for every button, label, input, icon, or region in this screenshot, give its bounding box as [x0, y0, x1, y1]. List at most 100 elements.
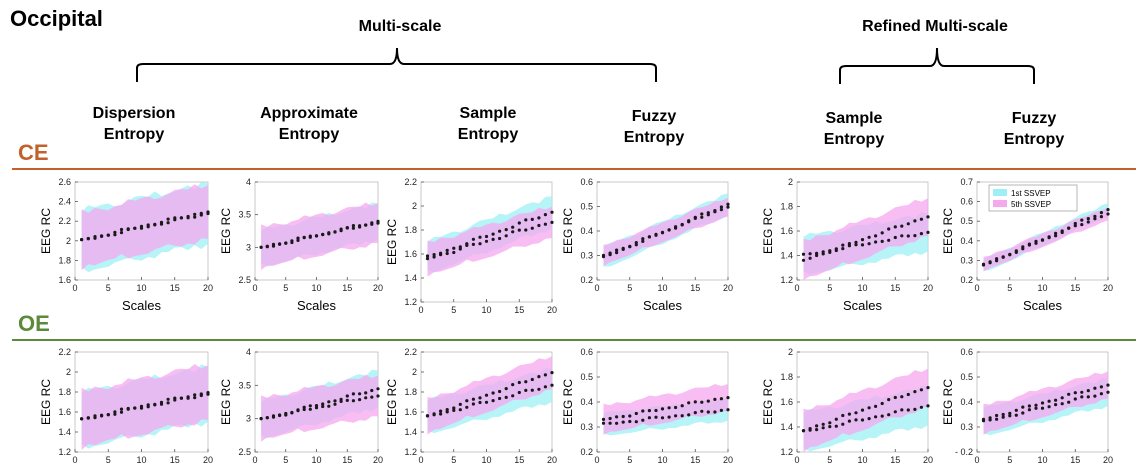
point-series-1 [713, 410, 717, 414]
point-series-2 [537, 223, 541, 228]
point-series-2 [1027, 404, 1031, 408]
y-tick-label: 0.3 [580, 422, 593, 432]
y-tick-label: 1.8 [404, 225, 417, 235]
band-series-2 [603, 384, 728, 435]
point-series-2 [339, 227, 343, 231]
point-series-1 [808, 252, 812, 256]
y-tick-label: 0.4 [580, 226, 593, 236]
point-series-2 [988, 416, 992, 420]
point-series-1 [193, 396, 197, 400]
point-series-1 [445, 410, 449, 414]
point-series-2 [1001, 412, 1005, 417]
point-series-2 [887, 227, 891, 231]
x-tick-label: 5 [627, 455, 632, 465]
point-series-1 [913, 234, 917, 238]
point-series-2 [880, 401, 884, 406]
x-tick-label: 15 [1070, 283, 1080, 293]
point-series-1 [498, 229, 502, 233]
point-series-1 [854, 418, 858, 422]
point-series-2 [351, 399, 355, 403]
y-tick-label: 1.6 [780, 226, 793, 236]
x-tick-label: 20 [923, 283, 933, 293]
point-series-2 [680, 404, 684, 408]
point-series-2 [926, 386, 930, 390]
y-tick-label: 2 [66, 236, 71, 246]
y-tick-label: 0.2 [960, 275, 973, 285]
legend-swatch-2 [993, 200, 1007, 207]
point-series-1 [995, 417, 999, 421]
x-tick-label: 0 [252, 455, 257, 465]
point-series-2 [801, 429, 806, 433]
point-series-1 [660, 416, 665, 420]
point-series-2 [621, 414, 625, 419]
point-series-2 [345, 398, 349, 402]
point-series-2 [893, 225, 897, 229]
point-series-2 [290, 239, 294, 243]
point-series-1 [1099, 392, 1103, 396]
plot-area [420, 181, 554, 303]
y-tick-label: 0.6 [580, 347, 593, 357]
point-series-2 [364, 223, 368, 227]
point-series-1 [926, 230, 930, 234]
x-tick-label: 15 [514, 455, 524, 465]
y-tick-label: 2.2 [58, 347, 71, 357]
point-series-1 [647, 416, 651, 420]
point-series-2 [491, 237, 495, 241]
y-tick-label: 1.2 [780, 447, 793, 457]
point-series-1 [1001, 415, 1005, 419]
point-series-1 [880, 239, 884, 243]
point-series-1 [166, 401, 170, 405]
y-tick-label: 0.5 [960, 216, 973, 226]
point-series-1 [893, 410, 897, 414]
chart-ce-dispersion: 1.6 1.8 2 2.2 2.4 2.6 0 5 10 15 20 EEG RC Scales [39, 177, 213, 313]
brace-multiscale [136, 47, 657, 82]
point-series-2 [615, 415, 619, 419]
point-series-2 [517, 380, 521, 385]
y-tick-label: 1.8 [780, 202, 793, 212]
point-series-1 [615, 251, 619, 255]
legend-entry-2: 5th SSVEP [1011, 200, 1051, 209]
x-axis-label: Scales [643, 298, 683, 313]
point-series-1 [601, 421, 606, 425]
point-series-2 [133, 226, 137, 230]
point-series-1 [1014, 413, 1018, 417]
point-series-2 [900, 395, 904, 399]
point-series-2 [376, 394, 380, 398]
point-series-1 [1106, 390, 1110, 394]
y-tick-label: 2.5 [238, 447, 251, 457]
point-series-1 [926, 404, 930, 408]
point-series-1 [1099, 211, 1103, 215]
point-series-2 [634, 241, 638, 245]
y-tick-label: 0.3 [960, 422, 973, 432]
point-series-1 [801, 252, 806, 256]
point-series-1 [867, 417, 871, 421]
point-series-1 [906, 234, 910, 238]
point-series-2 [173, 396, 177, 400]
point-series-1 [887, 413, 891, 417]
brace-refined [839, 47, 1035, 84]
x-tick-label: 20 [373, 455, 383, 465]
point-series-2 [126, 406, 130, 411]
y-tick-label: 0.2 [580, 275, 593, 285]
point-series-2 [153, 222, 157, 226]
y-tick-label: 2.2 [404, 347, 417, 357]
y-tick-label: 1.4 [58, 427, 71, 437]
x-tick-label: 20 [203, 455, 213, 465]
point-series-2 [608, 251, 612, 255]
point-series-1 [700, 212, 704, 216]
point-series-2 [465, 399, 469, 403]
y-tick-label: 0.5 [960, 372, 973, 382]
x-axis-label: Scales [297, 298, 337, 313]
point-series-2 [1073, 224, 1077, 228]
point-series-1 [919, 232, 923, 236]
point-series-2 [1034, 403, 1038, 407]
point-series-2 [654, 233, 658, 237]
col-header-approximate: Approximate Entropy [260, 105, 358, 143]
y-tick-label: 3.5 [238, 210, 251, 220]
point-series-1 [193, 215, 197, 219]
col-header-sample-ms: Sample Entropy [457, 105, 519, 143]
point-series-2 [550, 220, 554, 224]
point-series-2 [543, 222, 547, 226]
point-series-2 [988, 260, 992, 264]
